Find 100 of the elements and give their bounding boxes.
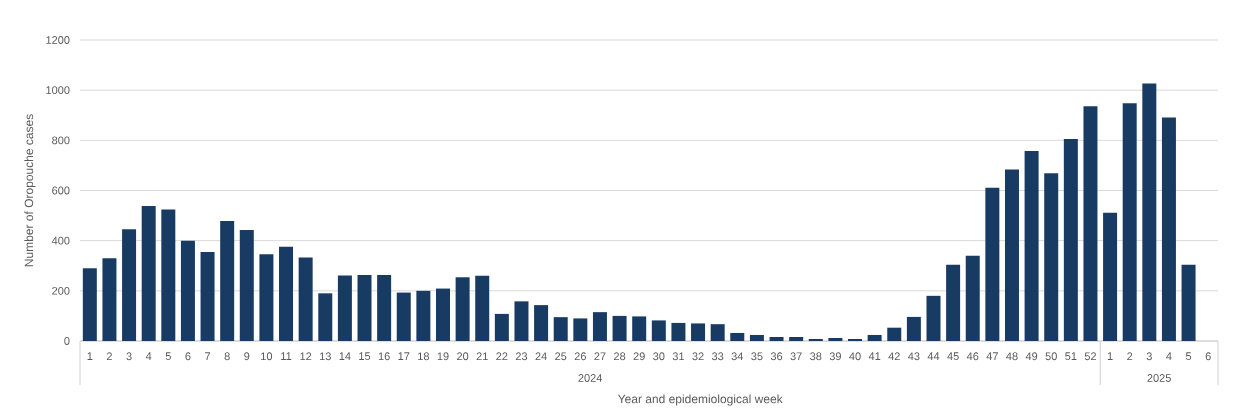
x-tick-label: 1 bbox=[87, 352, 93, 360]
x-tick-label: 14 bbox=[339, 352, 351, 360]
bar bbox=[82, 268, 97, 341]
x-tick-label: 20 bbox=[457, 352, 469, 361]
bar bbox=[808, 338, 823, 341]
y-tick-label: 400 bbox=[51, 236, 70, 245]
x-tick-label: 39 bbox=[829, 352, 841, 361]
x-tick-label: 2 bbox=[106, 352, 112, 361]
x-tick-label: 43 bbox=[908, 352, 920, 361]
x-tick-label: 26 bbox=[574, 352, 586, 361]
x-tick-label: 9 bbox=[244, 352, 250, 361]
y-tick-label: 200 bbox=[52, 286, 70, 295]
y-axis-title: Number of Oropouche cases bbox=[24, 114, 36, 267]
x-tick-label: 8 bbox=[224, 352, 230, 361]
bar bbox=[239, 230, 254, 341]
x-tick-label: 1 bbox=[1107, 352, 1113, 360]
x-tick-label: 5 bbox=[165, 352, 171, 361]
bar bbox=[475, 275, 490, 341]
x-tick-label: 16 bbox=[378, 352, 390, 361]
x-tick-label: 28 bbox=[614, 352, 626, 361]
bar bbox=[573, 318, 588, 341]
bar bbox=[141, 206, 156, 341]
bar bbox=[651, 320, 666, 341]
x-tick-label: 24 bbox=[535, 352, 547, 361]
x-tick-label: 17 bbox=[398, 352, 410, 360]
bar bbox=[455, 277, 470, 341]
bar bbox=[357, 275, 372, 341]
bar bbox=[534, 305, 549, 341]
x-tick-label: 37 bbox=[790, 352, 802, 361]
bar bbox=[1044, 173, 1059, 341]
bar bbox=[789, 336, 804, 341]
x-tick-label: 23 bbox=[515, 352, 528, 361]
bar bbox=[592, 312, 607, 341]
x-tick-label: 7 bbox=[205, 352, 211, 360]
x-tick-label: 27 bbox=[594, 352, 606, 361]
x-tick-label: 6 bbox=[185, 352, 191, 361]
x-tick-label: 50 bbox=[1045, 352, 1057, 361]
bar bbox=[887, 327, 902, 341]
bar bbox=[1083, 106, 1098, 341]
x-tick-label: 38 bbox=[810, 352, 822, 361]
x-tick-label: 46 bbox=[966, 352, 979, 361]
x-tick-label: 2 bbox=[1127, 352, 1133, 361]
bar bbox=[946, 264, 961, 341]
x-tick-label: 41 bbox=[868, 352, 881, 360]
y-tick-label: 600 bbox=[52, 186, 70, 195]
bar bbox=[926, 295, 941, 341]
x-tick-label: 6 bbox=[1205, 352, 1211, 361]
bar bbox=[867, 334, 882, 341]
x-tick-label: 29 bbox=[633, 352, 645, 361]
x-tick-label: 22 bbox=[496, 352, 508, 361]
bar bbox=[514, 301, 529, 341]
x-tick-label: 25 bbox=[555, 352, 567, 361]
x-tick-label: 19 bbox=[437, 352, 449, 361]
bar bbox=[102, 258, 117, 341]
x-tick-label: 3 bbox=[126, 352, 132, 361]
x-tick-label: 4 bbox=[1166, 352, 1172, 360]
x-tick-label: 52 bbox=[1084, 352, 1097, 361]
bar bbox=[985, 187, 1000, 341]
x-tick-label: 42 bbox=[888, 352, 900, 361]
bar bbox=[828, 337, 843, 341]
x-tick-label: 33 bbox=[711, 352, 724, 361]
bar bbox=[749, 334, 764, 341]
x-tick-label: 48 bbox=[1006, 352, 1018, 361]
y-tick-label: 800 bbox=[52, 136, 70, 145]
bar bbox=[396, 292, 411, 341]
bar bbox=[122, 229, 137, 341]
x-tick-label: 45 bbox=[947, 352, 959, 361]
x-tick-label: 47 bbox=[986, 352, 998, 360]
bar bbox=[730, 332, 745, 341]
bar bbox=[1004, 169, 1019, 341]
y-tick-label: 1200 bbox=[46, 36, 70, 44]
bar bbox=[965, 255, 980, 341]
bar bbox=[1063, 139, 1078, 341]
bar bbox=[1142, 83, 1157, 341]
bar bbox=[220, 221, 235, 341]
x-tick-label: 12 bbox=[300, 352, 312, 361]
x-tick-label: 15 bbox=[359, 352, 371, 361]
bar bbox=[416, 290, 431, 341]
x-tick-label: 44 bbox=[927, 352, 940, 360]
x-tick-label: 40 bbox=[849, 352, 861, 361]
x-tick-label: 32 bbox=[692, 352, 704, 361]
bar bbox=[259, 254, 274, 341]
bar bbox=[1181, 264, 1196, 341]
x-tick-label: 49 bbox=[1025, 352, 1038, 361]
bar bbox=[632, 316, 647, 341]
bar bbox=[200, 251, 215, 341]
bar bbox=[848, 338, 863, 341]
bar bbox=[494, 313, 509, 341]
bar bbox=[279, 246, 294, 341]
text: 2025 bbox=[1147, 374, 1171, 382]
bar bbox=[435, 288, 450, 341]
bar bbox=[553, 317, 568, 341]
x-tick-label: 21 bbox=[476, 352, 488, 361]
bar bbox=[769, 336, 784, 341]
x-tick-label: 11 bbox=[281, 352, 292, 360]
x-tick-label: 18 bbox=[418, 352, 430, 361]
x-tick-label: 3 bbox=[1146, 352, 1152, 361]
x-tick-label: 4 bbox=[145, 352, 152, 360]
x-tick-label: 13 bbox=[319, 352, 331, 361]
y-tick-label: 0 bbox=[64, 337, 70, 345]
